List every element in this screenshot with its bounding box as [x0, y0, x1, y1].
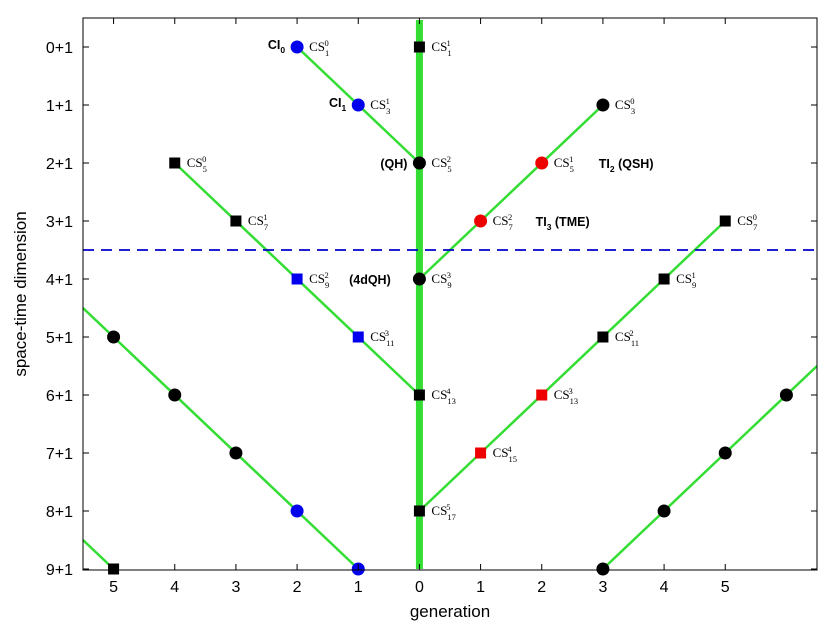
- axis-layer: 0+1 1+1 2+1 3+1 4+1 5+1 6+1 7+1 8+1 9+1 5 4 3 2 1 0 1 2 3 4…: [46, 18, 817, 596]
- x-tick-label: 1: [476, 579, 485, 596]
- y-tick-label: 9+1: [46, 562, 73, 579]
- y-tick-label: 4+1: [46, 272, 73, 289]
- marker-square: [536, 389, 548, 401]
- y-tick-label: 8+1: [46, 504, 73, 521]
- marker-circle: [107, 330, 121, 344]
- marker-circle: [657, 504, 671, 518]
- annotation-label: CI0: [268, 38, 286, 55]
- x-tick-label: 4: [170, 579, 179, 596]
- marker-square: [352, 331, 364, 343]
- marker-square: [413, 505, 425, 517]
- x-tick-label: 2: [537, 579, 546, 596]
- marker-square: [230, 215, 242, 227]
- plot-frame: [82, 17, 818, 571]
- x-tick-label: 5: [109, 579, 118, 596]
- x-axis-title: generation: [410, 602, 490, 621]
- marker-circle: [474, 214, 488, 228]
- cs-label: CS175: [431, 502, 455, 522]
- x-tick-label: 2: [293, 579, 302, 596]
- cs-label: CS154: [493, 444, 517, 464]
- cs-label: CS93: [431, 270, 451, 290]
- annotation-label: TI3 (TME): [536, 215, 590, 232]
- x-tick-label: 3: [598, 579, 607, 596]
- marker-circle: [779, 388, 793, 402]
- x-tick-label: 3: [231, 579, 240, 596]
- marker-square: [291, 273, 303, 285]
- cs-label: CS51: [554, 154, 574, 174]
- x-tick-label: 0: [415, 579, 424, 596]
- marker-square: [719, 215, 731, 227]
- marker-square: [413, 41, 425, 53]
- x-tick-label: 5: [721, 579, 730, 596]
- cs-label: CS50: [187, 154, 207, 174]
- x-tick-label: 1: [354, 579, 363, 596]
- cs-label: CS112: [615, 328, 639, 348]
- y-tick-label: 3+1: [46, 214, 73, 231]
- marker-circle: [412, 156, 426, 170]
- cs-label: CS113: [370, 328, 394, 348]
- cs-label: CS11: [431, 38, 451, 58]
- cs-label: CS31: [370, 96, 390, 116]
- marker-circle: [290, 40, 304, 54]
- cs-label: CS10: [309, 38, 329, 58]
- annotation-label: (QH): [380, 157, 407, 171]
- annotation-label: CI1: [329, 96, 347, 113]
- y-axis-title: space-time dimension: [11, 211, 30, 376]
- marker-circle: [168, 388, 182, 402]
- series-line-3: [418, 220, 727, 512]
- series-line-6: [602, 365, 817, 570]
- marker-square: [169, 157, 181, 169]
- y-tick-label: 6+1: [46, 388, 73, 405]
- y-tick-label: 7+1: [46, 446, 73, 463]
- marker-circle: [596, 98, 610, 112]
- marker-circle: [718, 446, 732, 460]
- annotation-label: (4dQH): [349, 273, 391, 287]
- annotation-label: TI2 (QSH): [599, 157, 654, 174]
- y-tick-label: 2+1: [46, 156, 73, 173]
- x-tick-label: 4: [660, 579, 669, 596]
- marker-circle: [229, 446, 243, 460]
- y-tick-label: 5+1: [46, 330, 73, 347]
- cs-label: CS72: [493, 212, 513, 232]
- series-line-4: [83, 307, 360, 570]
- cs-label: CS71: [248, 212, 268, 232]
- marker-circle: [412, 272, 426, 286]
- y-tick-label: 1+1: [46, 98, 73, 115]
- marker-square: [413, 389, 425, 401]
- marker-circle: [290, 504, 304, 518]
- plot-data-layer: CS11 CS10 CI0 CS31 CI1 CS30 CS50 CS52 (QH) CS51 TI…: [83, 20, 817, 576]
- marker-circle: [351, 98, 365, 112]
- cs-label: CS92: [309, 270, 329, 290]
- marker-circle: [535, 156, 549, 170]
- cs-label: CS30: [615, 96, 635, 116]
- marker-square: [475, 447, 487, 459]
- clipped-series: [83, 20, 817, 570]
- cs-label: CS91: [676, 270, 696, 290]
- cs-label: CS133: [554, 386, 578, 406]
- y-tick-label: 0+1: [46, 40, 73, 57]
- cs-label: CS70: [737, 212, 757, 232]
- cs-label: CS134: [431, 386, 455, 406]
- marker-square: [658, 273, 670, 285]
- cs-label: CS52: [431, 154, 451, 174]
- series-line-1: [418, 104, 604, 280]
- marker-square: [597, 331, 609, 343]
